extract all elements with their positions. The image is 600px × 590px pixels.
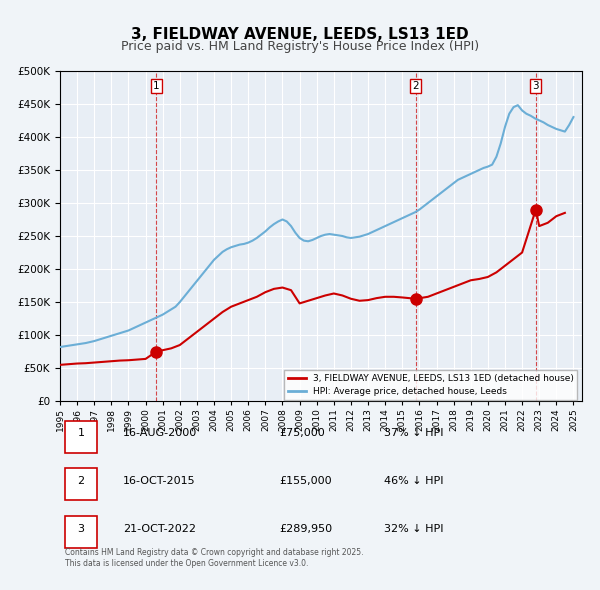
FancyBboxPatch shape	[65, 468, 97, 500]
Text: 3: 3	[77, 524, 85, 533]
Text: £289,950: £289,950	[279, 524, 332, 533]
Text: 1: 1	[77, 428, 85, 438]
Text: 46% ↓ HPI: 46% ↓ HPI	[383, 476, 443, 486]
FancyBboxPatch shape	[65, 516, 97, 548]
Text: 32% ↓ HPI: 32% ↓ HPI	[383, 524, 443, 533]
Text: 2: 2	[413, 81, 419, 91]
Legend: 3, FIELDWAY AVENUE, LEEDS, LS13 1ED (detached house), HPI: Average price, detach: 3, FIELDWAY AVENUE, LEEDS, LS13 1ED (det…	[284, 371, 577, 400]
Text: 16-AUG-2000: 16-AUG-2000	[122, 428, 197, 438]
Text: 37% ↓ HPI: 37% ↓ HPI	[383, 428, 443, 438]
Text: 21-OCT-2022: 21-OCT-2022	[122, 524, 196, 533]
Text: 1: 1	[153, 81, 160, 91]
FancyBboxPatch shape	[65, 421, 97, 453]
Text: 3, FIELDWAY AVENUE, LEEDS, LS13 1ED: 3, FIELDWAY AVENUE, LEEDS, LS13 1ED	[131, 27, 469, 41]
Text: £75,000: £75,000	[279, 428, 325, 438]
Text: 3: 3	[532, 81, 539, 91]
Text: £155,000: £155,000	[279, 476, 332, 486]
Text: Contains HM Land Registry data © Crown copyright and database right 2025.
This d: Contains HM Land Registry data © Crown c…	[65, 548, 364, 568]
Text: 16-OCT-2015: 16-OCT-2015	[122, 476, 195, 486]
Text: 2: 2	[77, 476, 85, 486]
Text: Price paid vs. HM Land Registry's House Price Index (HPI): Price paid vs. HM Land Registry's House …	[121, 40, 479, 53]
